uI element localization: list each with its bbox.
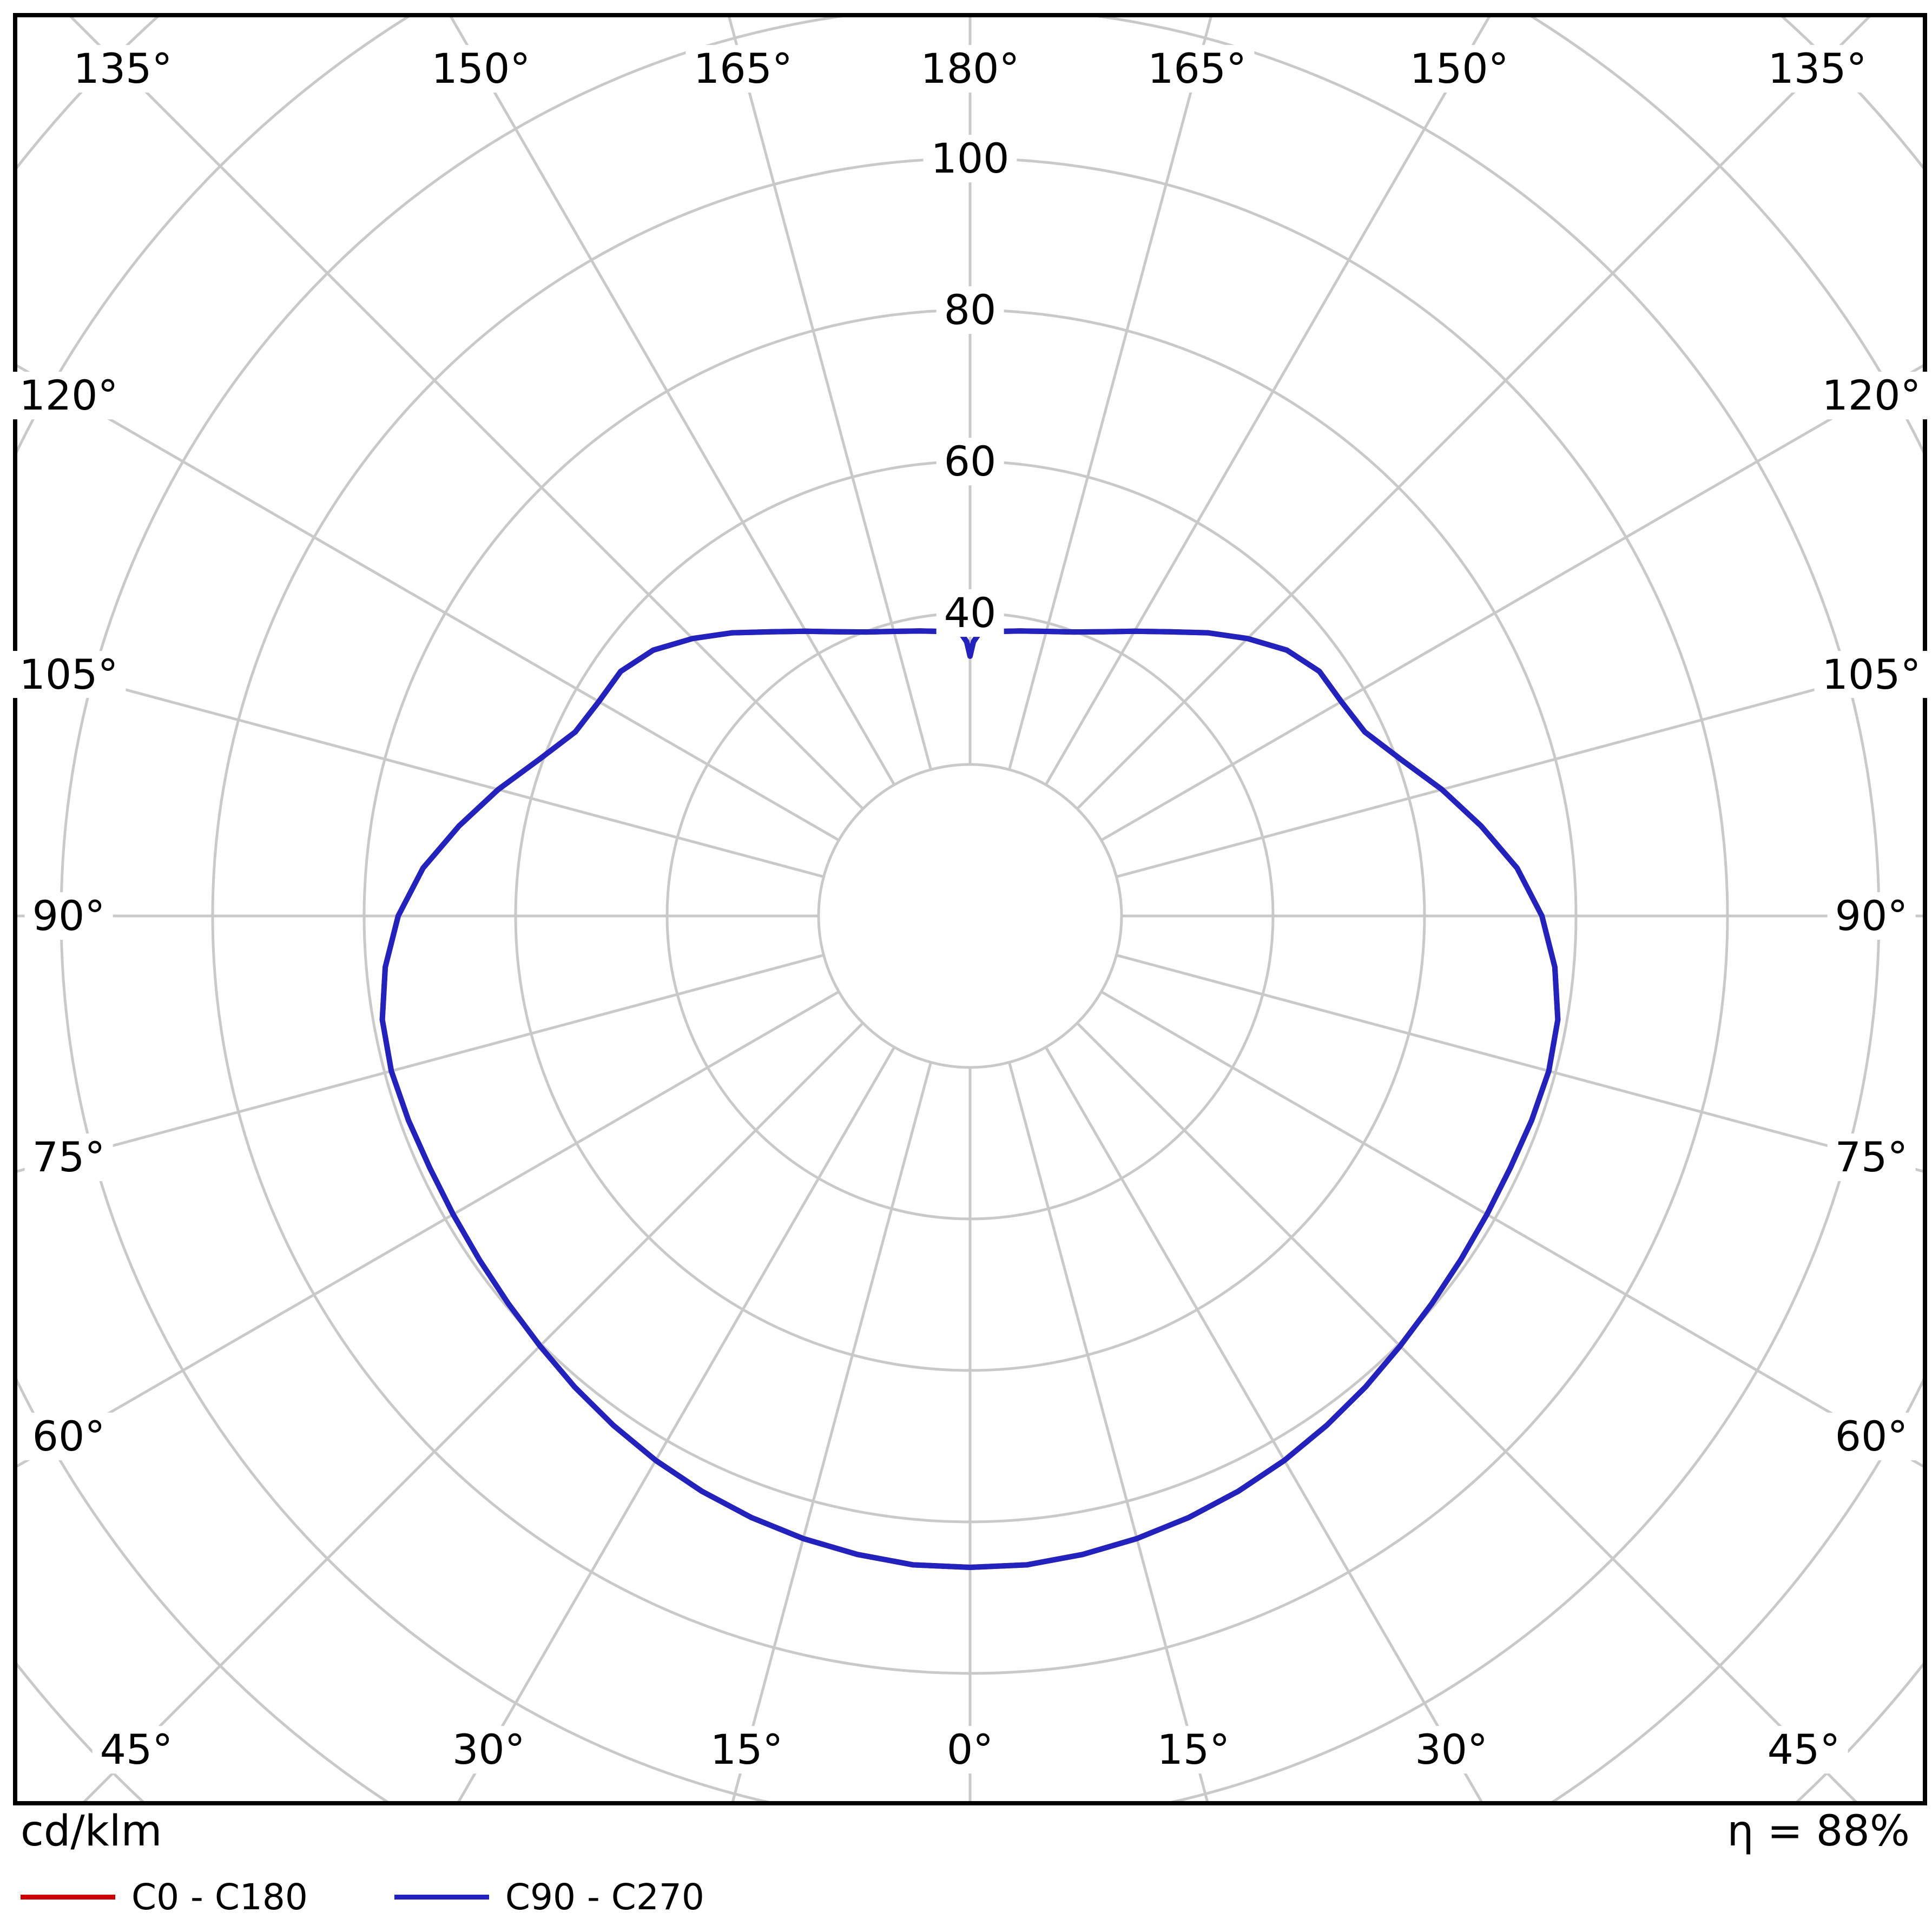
units-label: cd/klm — [21, 1807, 162, 1856]
grid-spoke-165 — [1008, 17, 1212, 770]
legend: C0 - C180 C90 - C270 — [21, 1876, 704, 1918]
legend-label-c0-c180: C0 - C180 — [131, 1876, 308, 1918]
polar-grid-and-curves — [17, 17, 1923, 1801]
grid-spoke-315 — [83, 1022, 864, 1801]
grid-spoke-45 — [1076, 1022, 1857, 1801]
legend-item-c90-c270: C90 - C270 — [394, 1876, 704, 1918]
efficiency-label: η = 88% — [1727, 1807, 1910, 1856]
grid-spoke-30 — [1044, 1046, 1483, 1801]
grid-spoke-195 — [728, 17, 932, 770]
curve-C90-C270 — [379, 628, 1561, 1570]
grid-spoke-60 — [1100, 990, 1923, 1468]
grid-spoke-75 — [1116, 954, 1923, 1173]
legend-label-c90-c270: C90 - C270 — [505, 1876, 704, 1918]
grid-spoke-105 — [1116, 659, 1923, 878]
grid-spoke-285 — [17, 954, 825, 1173]
grid-spoke-225 — [69, 17, 864, 810]
grid-spoke-120 — [1100, 364, 1923, 842]
grid-spoke-345 — [731, 1061, 932, 1801]
grid-spoke-240 — [17, 364, 840, 842]
grid-spoke-15 — [1008, 1061, 1209, 1801]
grid-spoke-135 — [1076, 17, 1871, 810]
c0-c180-line-swatch — [21, 1895, 115, 1900]
c90-c270-line-swatch — [394, 1895, 489, 1900]
grid-spoke-330 — [457, 1046, 896, 1801]
grid-spoke-255 — [17, 659, 825, 878]
legend-item-c0-c180: C0 - C180 — [21, 1876, 308, 1918]
grid-spoke-300 — [17, 990, 840, 1468]
grid-spoke-150 — [1044, 17, 1491, 786]
polar-grid — [17, 17, 1923, 1801]
grid-ring-20 — [817, 763, 1123, 1069]
grid-spoke-210 — [450, 17, 896, 786]
polar-chart: 0° 15° 15° 30° 30° 45° 45° 60° 60° 75° 75° 90° 90° 10… — [11, 13, 1929, 1805]
chart-footer: cd/klm η = 88% C0 - C180 C90 - C270 — [13, 1807, 1918, 1926]
